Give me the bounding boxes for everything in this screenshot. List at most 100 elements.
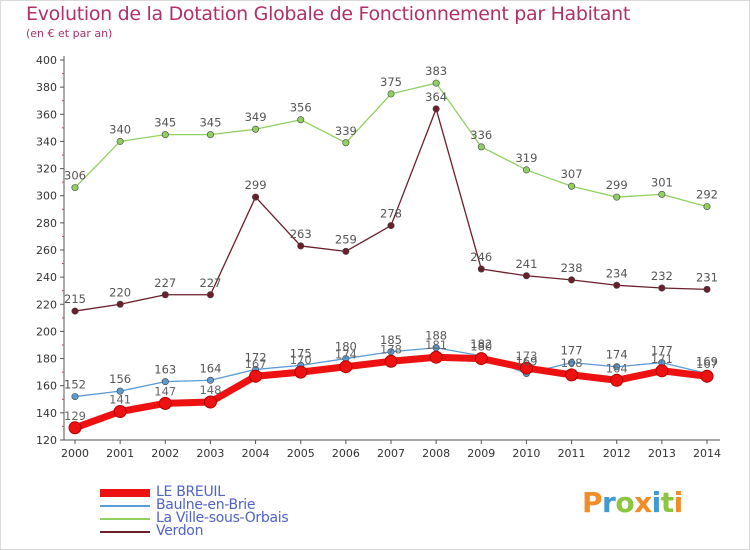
data-label-la-ville-sous-orbais: 307 bbox=[561, 167, 583, 181]
legend-swatch-verdon bbox=[100, 531, 150, 533]
chart-subtitle: (en € et par an) bbox=[26, 27, 113, 40]
data-point-baulne-en-brie bbox=[161, 378, 169, 386]
data-point-le-breuil bbox=[339, 360, 353, 374]
data-point-verdon bbox=[522, 272, 530, 280]
logo-letter: o bbox=[615, 486, 635, 519]
legend-item-verdon: Verdon bbox=[100, 523, 400, 539]
data-label-verdon: 215 bbox=[64, 292, 86, 306]
legend-swatch-baulne-en-brie bbox=[100, 505, 150, 507]
logo-letter: P bbox=[582, 486, 603, 519]
legend-label-le-breuil: LE BREUIL bbox=[156, 484, 225, 500]
x-tick-label: 2000 bbox=[61, 447, 89, 460]
y-tick-label: 240 bbox=[36, 271, 57, 284]
y-tick-label: 200 bbox=[36, 325, 57, 338]
data-point-verdon bbox=[342, 247, 350, 255]
data-label-la-ville-sous-orbais: 383 bbox=[425, 64, 447, 78]
x-tick-label: 2014 bbox=[693, 447, 721, 460]
data-point-verdon bbox=[387, 222, 395, 230]
data-label-verdon: 241 bbox=[515, 257, 537, 271]
data-label-verdon: 364 bbox=[425, 90, 447, 104]
data-label-la-ville-sous-orbais: 319 bbox=[515, 151, 537, 165]
y-tick-label: 260 bbox=[36, 244, 57, 257]
y-tick-label: 140 bbox=[36, 407, 57, 420]
x-tick-label: 2002 bbox=[151, 447, 179, 460]
x-tick-label: 2001 bbox=[106, 447, 134, 460]
data-point-verdon bbox=[477, 265, 485, 273]
data-point-la-ville-sous-orbais bbox=[297, 116, 305, 124]
data-label-la-ville-sous-orbais: 336 bbox=[470, 128, 492, 142]
data-point-la-ville-sous-orbais bbox=[387, 90, 395, 98]
y-tick-label: 400 bbox=[36, 54, 57, 67]
logo-letter: t bbox=[660, 486, 674, 519]
chart-title: Evolution de la Dotation Globale de Fonc… bbox=[26, 3, 631, 25]
data-point-le-breuil bbox=[429, 350, 443, 364]
data-label-le-breuil: 180 bbox=[470, 340, 492, 354]
data-label-verdon: 227 bbox=[199, 276, 221, 290]
x-tick-label: 2004 bbox=[242, 447, 270, 460]
data-point-le-breuil bbox=[294, 365, 308, 379]
data-point-la-ville-sous-orbais bbox=[116, 137, 124, 145]
data-label-le-breuil: 148 bbox=[199, 383, 221, 397]
data-label-baulne-en-brie: 175 bbox=[290, 346, 312, 360]
x-tick-label: 2012 bbox=[603, 447, 631, 460]
data-label-la-ville-sous-orbais: 292 bbox=[696, 188, 718, 202]
data-label-verdon: 246 bbox=[470, 250, 492, 264]
data-point-le-breuil bbox=[519, 361, 533, 375]
data-label-le-breuil: 167 bbox=[696, 357, 718, 371]
data-label-le-breuil: 129 bbox=[64, 409, 86, 423]
data-label-baulne-en-brie: 180 bbox=[335, 340, 357, 354]
data-label-la-ville-sous-orbais: 340 bbox=[109, 122, 131, 136]
data-point-la-ville-sous-orbais bbox=[477, 143, 485, 151]
data-point-verdon bbox=[161, 291, 169, 299]
y-tick-label: 120 bbox=[36, 434, 57, 447]
data-label-verdon: 232 bbox=[651, 269, 673, 283]
logo-letter: i bbox=[673, 486, 684, 519]
data-point-la-ville-sous-orbais bbox=[342, 139, 350, 147]
data-label-baulne-en-brie: 163 bbox=[154, 363, 176, 377]
x-tick-label: 2003 bbox=[196, 447, 224, 460]
data-label-la-ville-sous-orbais: 306 bbox=[64, 169, 86, 183]
data-point-baulne-en-brie bbox=[71, 393, 79, 401]
x-tick-label: 2008 bbox=[422, 447, 450, 460]
data-point-baulne-en-brie bbox=[206, 376, 214, 384]
data-point-le-breuil bbox=[249, 369, 263, 383]
data-label-la-ville-sous-orbais: 345 bbox=[154, 116, 176, 130]
data-label-verdon: 234 bbox=[606, 266, 628, 280]
data-label-verdon: 259 bbox=[335, 232, 357, 246]
x-tick-label: 2010 bbox=[512, 447, 540, 460]
data-point-verdon bbox=[252, 193, 260, 201]
data-point-le-breuil bbox=[384, 354, 398, 368]
data-label-le-breuil: 178 bbox=[380, 342, 402, 356]
data-label-verdon: 299 bbox=[245, 178, 267, 192]
data-point-la-ville-sous-orbais bbox=[161, 131, 169, 139]
data-label-la-ville-sous-orbais: 301 bbox=[651, 175, 673, 189]
legend-label-baulne-en-brie: Baulne-en-Brie bbox=[156, 497, 256, 513]
data-label-baulne-en-brie: 188 bbox=[425, 329, 447, 343]
data-label-la-ville-sous-orbais: 345 bbox=[199, 116, 221, 130]
data-label-la-ville-sous-orbais: 375 bbox=[380, 75, 402, 89]
data-point-le-breuil bbox=[655, 364, 669, 378]
y-tick-label: 180 bbox=[36, 353, 57, 366]
data-point-baulne-en-brie bbox=[116, 387, 124, 395]
data-label-verdon: 227 bbox=[154, 276, 176, 290]
data-label-baulne-en-brie: 152 bbox=[64, 378, 86, 392]
data-point-le-breuil bbox=[158, 396, 172, 410]
data-label-le-breuil: 170 bbox=[290, 353, 312, 367]
data-label-verdon: 220 bbox=[109, 285, 131, 299]
proxiti-logo: Proxiti bbox=[582, 486, 683, 519]
data-label-le-breuil: 181 bbox=[425, 338, 447, 352]
data-label-baulne-en-brie: 169 bbox=[515, 355, 537, 369]
y-tick-label: 340 bbox=[36, 135, 57, 148]
data-label-verdon: 278 bbox=[380, 207, 402, 221]
data-label-verdon: 231 bbox=[696, 270, 718, 284]
data-point-la-ville-sous-orbais bbox=[252, 125, 260, 133]
data-point-la-ville-sous-orbais bbox=[703, 203, 711, 211]
data-point-la-ville-sous-orbais bbox=[613, 193, 621, 201]
x-tick-label: 2005 bbox=[287, 447, 315, 460]
data-label-le-breuil: 171 bbox=[651, 352, 673, 366]
data-label-le-breuil: 167 bbox=[245, 357, 267, 371]
data-point-la-ville-sous-orbais bbox=[432, 79, 440, 87]
y-tick-label: 320 bbox=[36, 163, 57, 176]
logo-letter: i bbox=[651, 486, 662, 519]
